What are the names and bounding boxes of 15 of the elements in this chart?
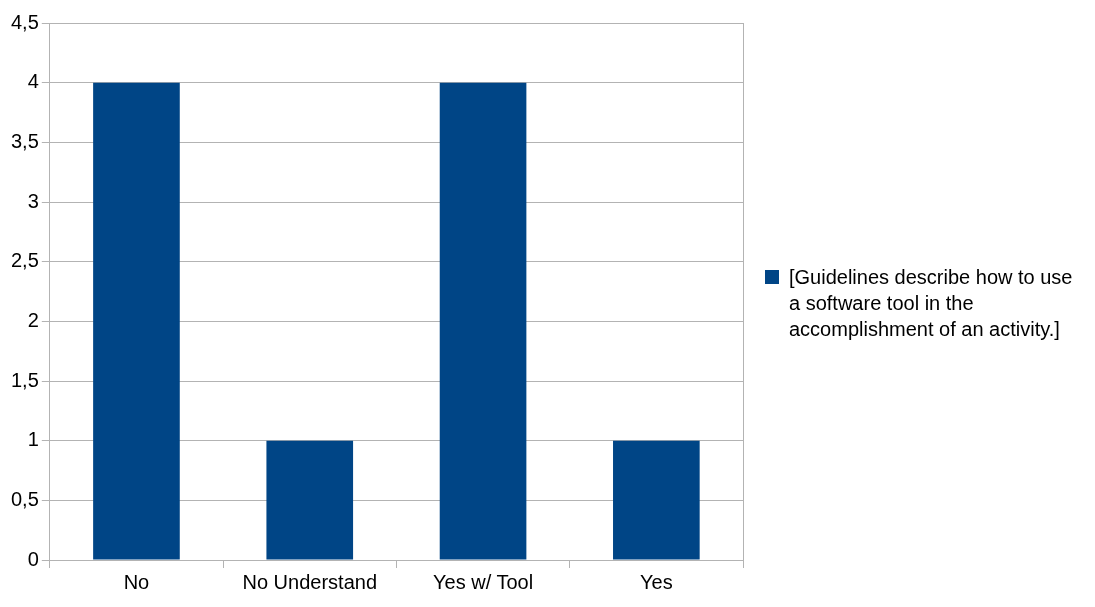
x-tick-label: Yes (640, 570, 673, 593)
y-tick-label: 4,5 (10, 10, 39, 33)
y-tick-label: 3 (27, 189, 39, 212)
x-tick-label: Yes w/ Tool (433, 570, 534, 593)
x-tick-label: No (123, 570, 150, 593)
y-tick-label: 2,5 (10, 249, 39, 272)
y-tick-label: 4 (27, 70, 39, 93)
y-tick-label: 3,5 (10, 129, 39, 152)
y-tick-label: 2 (27, 308, 39, 331)
y-tick-label: 1 (27, 428, 39, 451)
y-tick-label: 1,5 (10, 368, 39, 391)
x-tick-label: No Understand (242, 570, 378, 593)
y-tick-label: 0,5 (10, 487, 39, 510)
y-tick-label: 0 (27, 547, 39, 570)
legend-label: [Guidelines describe how to use a software tool in the accomplishment of an activity.] (789, 265, 1074, 342)
